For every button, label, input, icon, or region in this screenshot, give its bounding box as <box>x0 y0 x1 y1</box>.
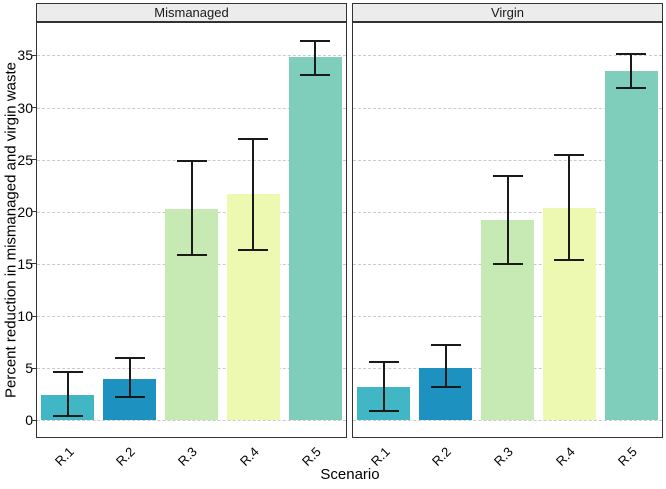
error-bar-vline-R.4 <box>252 138 255 251</box>
error-bar-vline-R.1 <box>382 361 385 411</box>
error-bar-cap-bottom-R.4 <box>554 258 585 261</box>
error-bar-cap-top-R.1 <box>368 360 399 363</box>
gridline-y25 <box>353 159 662 161</box>
y-tick-label-10: 10 <box>17 308 33 324</box>
y-tick-mark-10 <box>31 315 36 317</box>
y-tick-mark-0 <box>31 419 36 421</box>
y-tick-label-35: 35 <box>17 47 33 64</box>
y-tick-label-30: 30 <box>17 99 33 116</box>
error-bar-cap-bottom-R.2 <box>430 385 461 388</box>
y-tick-label-25: 25 <box>17 151 33 168</box>
facet-strip-mismanaged: Mismanaged <box>36 3 347 22</box>
error-bar-cap-top-R.1 <box>52 371 83 374</box>
error-bar-cap-bottom-R.5 <box>616 86 647 89</box>
error-bar-vline-R.1 <box>66 372 69 417</box>
gridline-y35 <box>353 55 662 57</box>
y-tick-mark-25 <box>31 159 36 161</box>
y-tick-label-15: 15 <box>17 255 33 272</box>
gridline-y30 <box>37 107 346 109</box>
error-bar-cap-bottom-R.3 <box>176 253 207 256</box>
facet-strip-label: Mismanaged <box>154 5 229 20</box>
error-bar-cap-top-R.4 <box>238 137 269 140</box>
gridline-y0 <box>37 420 346 422</box>
y-tick-mark-20 <box>31 211 36 213</box>
error-bar-cap-bottom-R.1 <box>368 409 399 412</box>
facet-strip-virgin: Virgin <box>352 3 663 22</box>
error-bar-vline-R.4 <box>568 155 571 260</box>
error-bar-cap-top-R.3 <box>176 159 207 162</box>
error-bar-cap-top-R.2 <box>430 344 461 347</box>
y-tick-label-0: 0 <box>25 412 33 429</box>
error-bar-cap-top-R.5 <box>616 53 647 56</box>
facet-strip-label: Virgin <box>490 5 524 20</box>
y-tick-label-20: 20 <box>17 203 33 220</box>
error-bar-cap-top-R.5 <box>300 39 331 42</box>
error-bar-vline-R.2 <box>444 345 447 387</box>
error-bar-cap-top-R.4 <box>554 154 585 157</box>
error-bar-vline-R.3 <box>190 160 193 255</box>
y-tick-mark-35 <box>31 54 36 56</box>
error-bar-cap-top-R.2 <box>114 356 145 359</box>
y-tick-mark-30 <box>31 107 36 108</box>
gridline-y0 <box>353 420 662 422</box>
gridline-y35 <box>37 55 346 57</box>
y-tick-label-5: 5 <box>25 360 33 377</box>
gridline-y30 <box>353 107 662 109</box>
bar-virgin-R.5 <box>604 71 658 421</box>
error-bar-cap-bottom-R.3 <box>492 262 523 265</box>
error-bar-vline-R.5 <box>314 40 317 76</box>
error-bar-vline-R.3 <box>506 176 509 264</box>
bar-mismanaged-R.5 <box>288 57 342 421</box>
facet-panel-mismanaged <box>36 22 347 438</box>
y-tick-mark-15 <box>31 263 36 265</box>
error-bar-cap-bottom-R.1 <box>52 415 83 418</box>
error-bar-cap-bottom-R.4 <box>238 249 269 252</box>
y-tick-mark-5 <box>31 367 36 369</box>
error-bar-cap-bottom-R.2 <box>114 396 145 399</box>
facet-panel-virgin <box>352 22 663 438</box>
error-bar-cap-top-R.3 <box>492 175 523 178</box>
x-axis-title: Scenario <box>320 466 380 483</box>
error-bar-vline-R.5 <box>630 54 633 88</box>
error-bar-vline-R.2 <box>128 357 131 398</box>
error-bar-cap-bottom-R.5 <box>300 74 331 77</box>
